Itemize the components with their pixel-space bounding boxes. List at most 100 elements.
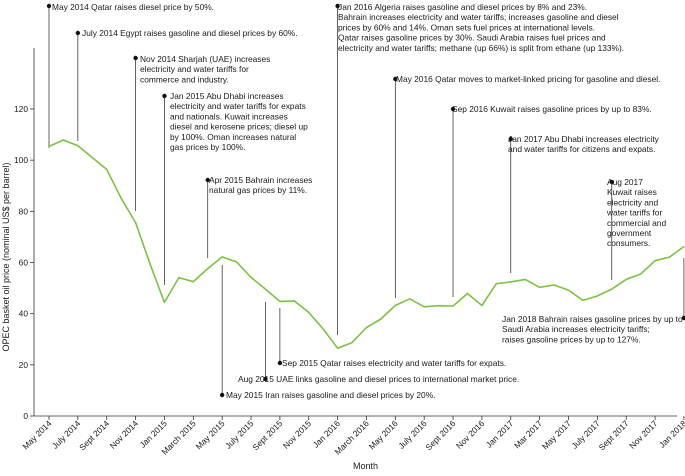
data-point — [62, 139, 65, 141]
data-point — [625, 278, 627, 280]
data-point — [293, 300, 295, 302]
y-axis-label: OPEC basket oil price (nominal US$ per b… — [1, 162, 11, 351]
annotation-text-line: raises gasoline prices by up to 127%. — [502, 334, 641, 344]
x-axis-label: Month — [353, 461, 378, 471]
annotation-text-line: Jan 2016 Algeria raises gasoline and die… — [338, 2, 587, 12]
x-tick-label: Nov 2017 — [627, 418, 660, 451]
data-point — [481, 304, 483, 307]
data-point — [178, 276, 180, 279]
annotation-text-line: Bahrain increases electricity and water … — [338, 12, 619, 22]
annotation-jan2015: Jan 2015 Abu Dhabi increases electricity … — [162, 91, 308, 285]
annotation-text: Sep 2016 Kuwait raises gasoline prices b… — [452, 104, 652, 114]
annotation-text-line: May 2015 Iran raises gasoline and diesel… — [226, 390, 436, 400]
data-point — [235, 261, 238, 263]
annotation-text-line: electricity and — [607, 197, 659, 207]
data-point — [539, 286, 541, 288]
x-tick-label: May 2015 — [193, 418, 226, 451]
annotation-text-line: and nationals. Kuwait increases — [170, 111, 288, 121]
data-point — [452, 305, 454, 307]
annotation-text: July 2014 Egypt raises gasoline and dies… — [82, 28, 298, 38]
annotation-text: May 2014 Qatar raises diesel price by 50… — [52, 2, 214, 12]
annotation-text-line: prices by 60% and 14%. Oman sets fuel pr… — [338, 22, 595, 32]
data-point — [510, 281, 512, 283]
data-point — [409, 298, 411, 300]
y-tick-label: 100 — [14, 155, 28, 165]
annotations-layer: May 2014 Qatar raises diesel price by 50… — [46, 2, 685, 400]
x-tick-label: Jan 2018 — [657, 418, 685, 450]
annotation-marker-dot — [263, 376, 268, 382]
annotation-jan2016: Jan 2016 Algeria raises gasoline and die… — [335, 2, 624, 335]
annotation-text-line: Apr 2015 Bahrain increases — [209, 175, 312, 185]
data-point — [106, 168, 108, 170]
annotation-aug2017: Aug 2017 Kuwait raises electricity and wate… — [606, 177, 666, 280]
annotation-text: Aug 2015 UAE links gasoline and diesel p… — [238, 374, 519, 384]
data-point — [683, 246, 685, 248]
data-point — [163, 301, 166, 304]
annotation-text-line: May 2016 Qatar moves to market-linked pr… — [396, 74, 660, 84]
annotation-marker-dot — [681, 315, 685, 321]
y-tick-label: 40 — [19, 309, 29, 319]
annotation-text-line: Aug 2017 — [607, 177, 643, 187]
annotation-text-line: Sep 2016 Kuwait raises gasoline prices b… — [452, 104, 652, 114]
annotation-jan2017: Jan 2017 Abu Dhabi increases electricity… — [508, 134, 660, 273]
annotation-text: Jan 2018 Bahrain raises gasoline prices … — [502, 314, 685, 344]
annotation-text: May 2015 Iran raises gasoline and diesel… — [226, 390, 436, 400]
data-point — [668, 256, 671, 258]
data-point — [337, 347, 339, 349]
annotation-text-line: commercial and — [607, 218, 666, 228]
annotation-may2016: May 2016 Qatar moves to market-linked pr… — [393, 74, 660, 298]
annotation-marker-dot — [393, 76, 398, 82]
annotation-nov2014: Nov 2014 Sharjah (UAE) increases electric… — [133, 54, 270, 211]
annotation-text-line: electricity and water tariffs; methane (… — [338, 43, 624, 53]
annotation-marker-dot — [75, 30, 81, 36]
x-tick-label: May 2017 — [540, 418, 573, 451]
data-point — [365, 326, 368, 329]
y-tick-label: 120 — [14, 104, 28, 114]
x-tick-label: Nov 2016 — [454, 418, 487, 451]
annotation-text: Apr 2015 Bahrain increases natural gas pr… — [209, 175, 312, 195]
data-point — [596, 295, 598, 297]
data-point — [120, 197, 122, 199]
data-point — [207, 268, 209, 270]
annotation-sep2015: Sep 2015 Qatar raises electricity and wa… — [277, 308, 506, 368]
annotation-marker-dot — [219, 392, 225, 398]
data-point — [640, 273, 642, 275]
x-tick-label: Sept 2016 — [423, 418, 457, 452]
annotation-marker-dot — [277, 360, 283, 366]
annotation-text-line: water tariffs for — [606, 208, 662, 218]
y-tick-label: 60 — [19, 258, 29, 268]
annotation-text-line: consumers. — [607, 238, 650, 248]
annotation-marker-dot — [205, 177, 210, 183]
data-point — [279, 300, 281, 302]
annotation-text: Sep 2015 Qatar raises electricity and wa… — [282, 358, 506, 368]
data-point — [380, 318, 382, 320]
annotation-text-line: Sep 2015 Qatar raises electricity and wa… — [282, 358, 506, 368]
y-tick-label: 80 — [19, 206, 29, 216]
annotation-text-line: Saudi Arabia increases electricity tarif… — [502, 324, 650, 334]
annotation-aug2015: Aug 2015 UAE links gasoline and diesel p… — [238, 302, 519, 384]
y-tick-label: 20 — [19, 360, 29, 370]
annotation-jul2014: July 2014 Egypt raises gasoline and dies… — [75, 28, 298, 141]
data-point — [423, 306, 425, 308]
x-tick-label: May 2016 — [367, 418, 400, 451]
data-point — [322, 328, 324, 330]
data-point — [466, 292, 469, 295]
data-point — [149, 263, 151, 265]
annotation-text-line: Jan 2018 Bahrain raises gasoline prices … — [502, 314, 685, 324]
annotation-jan2018: Jan 2018 Bahrain raises gasoline prices … — [502, 258, 685, 344]
annotation-text-line: electricity and water tariffs for — [140, 64, 249, 74]
annotation-text-line: and water tariffs for citizens and expat… — [508, 144, 655, 154]
data-point — [567, 289, 570, 291]
x-tick-label: Sept 2014 — [77, 418, 111, 452]
data-point — [582, 299, 584, 301]
annotation-marker-dot — [335, 3, 340, 9]
annotation-marker-dot — [133, 55, 138, 61]
annotation-text-line: gas prices by 100%. — [170, 142, 245, 152]
data-point — [495, 283, 497, 285]
data-point — [77, 145, 79, 147]
annotation-marker-dot — [450, 106, 456, 112]
x-tick-label: Sept 2017 — [597, 418, 631, 452]
data-point — [611, 288, 613, 290]
annotation-text-line: Nov 2014 Sharjah (UAE) increases — [140, 54, 270, 64]
data-point — [654, 260, 656, 262]
